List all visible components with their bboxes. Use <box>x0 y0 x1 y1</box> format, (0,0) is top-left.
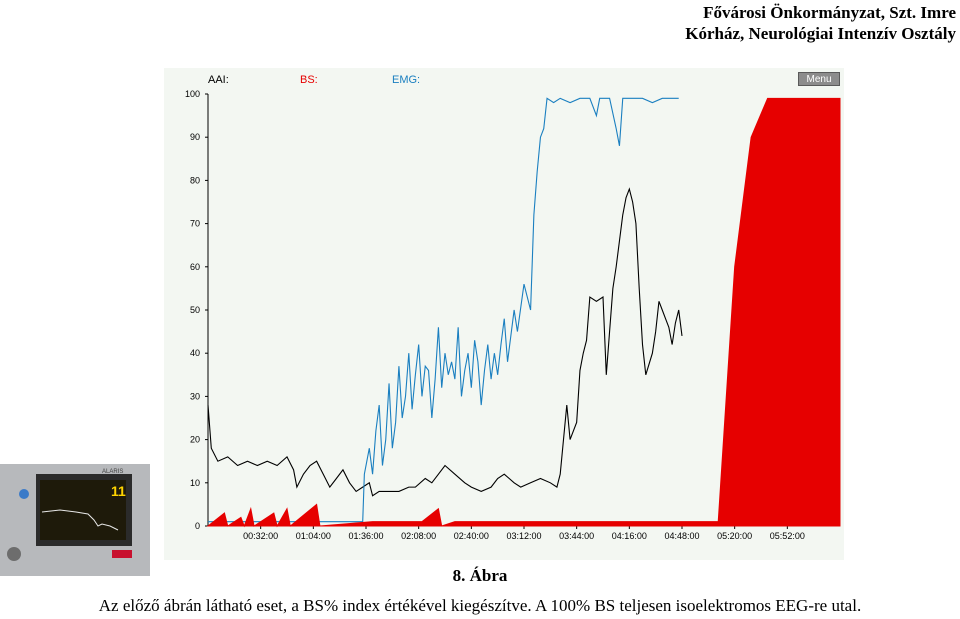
device-screen <box>40 480 126 540</box>
hospital-header: Fővárosi Önkormányzat, Szt. Imre Kórház,… <box>685 2 956 44</box>
power-button[interactable] <box>19 489 29 499</box>
series-bs-area <box>206 97 841 528</box>
legend-label: BS: <box>300 74 318 86</box>
x-tick-label: 01:36:00 <box>348 531 383 541</box>
y-tick-label: 20 <box>190 435 200 445</box>
y-tick-label: 80 <box>190 175 200 185</box>
x-tick-label: 03:12:00 <box>506 531 541 541</box>
y-tick-label: 40 <box>190 348 200 358</box>
legend-label: EMG: <box>392 74 420 86</box>
y-tick-label: 100 <box>185 89 200 99</box>
y-tick-label: 60 <box>190 262 200 272</box>
x-tick-label: 02:08:00 <box>401 531 436 541</box>
hospital-name: Fővárosi Önkormányzat, Szt. Imre <box>703 3 956 22</box>
monitor-chart-panel: 0 10 20 30 40 50 60 70 80 90 100 00:32:00 01:04:00 01… <box>164 68 844 560</box>
y-tick-label: 30 <box>190 391 200 401</box>
series-emg-line <box>208 97 679 523</box>
device-trace <box>41 509 119 531</box>
x-tick-label: 00:32:00 <box>243 531 278 541</box>
x-tick-label: 05:20:00 <box>717 531 752 541</box>
x-tick-label: 02:40:00 <box>454 531 489 541</box>
figure-caption: 8. Ábra <box>452 566 508 585</box>
y-tick-label: 90 <box>190 132 200 142</box>
figure-description: Az előző ábrán látható eset, a BS% index… <box>98 596 862 615</box>
x-tick-label: 01:04:00 <box>296 531 331 541</box>
monitor-chart: 0 10 20 30 40 50 60 70 80 90 100 00:32:00 01:04:00 01… <box>185 74 841 541</box>
x-tick-label: 04:16:00 <box>612 531 647 541</box>
y-tick-label: 70 <box>190 219 200 229</box>
menu-button[interactable]: Menu <box>798 72 840 86</box>
department-name: Kórház, Neurológiai Intenzív Osztály <box>685 24 956 43</box>
device-reading: 11 <box>111 483 126 499</box>
series-aai-line <box>207 187 683 497</box>
brand-badge <box>112 550 132 558</box>
y-tick-label: 0 <box>195 521 200 531</box>
monitor-device-photo: 11 ALARIS <box>0 464 150 576</box>
x-tick-label: 05:52:00 <box>770 531 805 541</box>
x-tick-label: 04:48:00 <box>664 531 699 541</box>
y-tick-label: 50 <box>190 305 200 315</box>
cable-connector <box>7 547 21 561</box>
legend-label: AAI: <box>208 74 229 86</box>
x-tick-label: 03:44:00 <box>559 531 594 541</box>
y-tick-label: 10 <box>190 478 200 488</box>
device-brand: ALARIS <box>102 469 123 475</box>
